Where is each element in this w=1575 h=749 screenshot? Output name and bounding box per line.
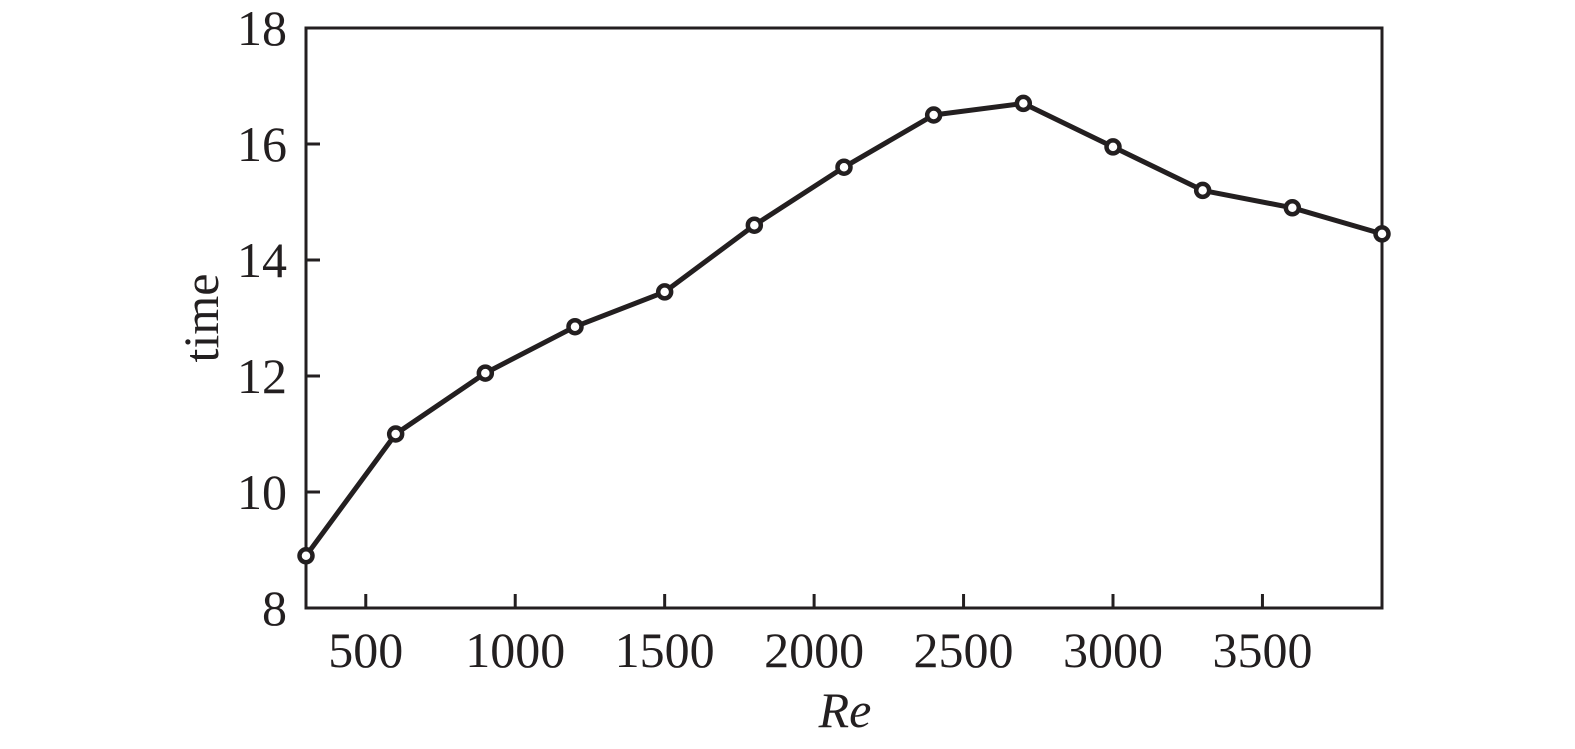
x-tick-label: 500 bbox=[328, 622, 403, 678]
y-tick-label: 10 bbox=[237, 464, 287, 520]
data-point-marker bbox=[745, 216, 764, 234]
y-axis-title: time bbox=[173, 274, 229, 363]
x-tick-label: 1500 bbox=[615, 622, 715, 678]
y-tick-label: 12 bbox=[237, 348, 287, 404]
x-axis-ticks: 500 1000 1500 2000 2500 3000 3500 bbox=[328, 594, 1312, 678]
x-tick-label: 1000 bbox=[465, 622, 565, 678]
data-point-marker bbox=[1283, 199, 1302, 217]
data-point-marker bbox=[1104, 138, 1122, 156]
y-tick-label: 16 bbox=[237, 116, 287, 172]
data-point-marker bbox=[386, 425, 405, 443]
data-point-marker bbox=[1193, 181, 1212, 200]
y-tick-label: 14 bbox=[237, 232, 287, 288]
data-point-marker bbox=[655, 283, 674, 301]
plot-border bbox=[304, 26, 1384, 610]
x-tick-label: 3500 bbox=[1212, 622, 1312, 678]
y-axis-ticks: 8 10 12 14 16 18 bbox=[237, 0, 320, 636]
x-tick-label: 3000 bbox=[1063, 622, 1163, 678]
data-point-marker bbox=[297, 547, 315, 565]
y-tick-label: 18 bbox=[237, 0, 287, 56]
x-axis-title: Re bbox=[818, 682, 872, 738]
y-tick-label: 8 bbox=[262, 580, 287, 636]
data-series bbox=[297, 94, 1391, 565]
data-point-marker bbox=[476, 364, 495, 382]
data-point-marker bbox=[1014, 94, 1033, 113]
data-point-marker bbox=[566, 317, 584, 336]
data-point-marker bbox=[924, 106, 943, 124]
data-point-marker bbox=[835, 158, 853, 176]
plot-frame bbox=[304, 26, 1384, 610]
data-point-marker bbox=[1373, 225, 1391, 243]
x-tick-label: 2000 bbox=[764, 622, 864, 678]
x-tick-label: 2500 bbox=[914, 622, 1014, 678]
